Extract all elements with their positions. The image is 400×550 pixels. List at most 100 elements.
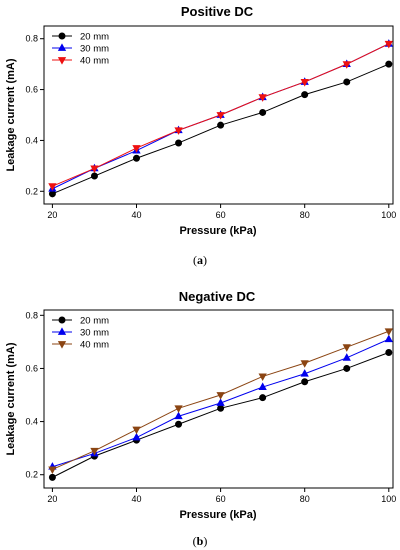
caption-close: ) — [203, 534, 207, 548]
data-point — [343, 78, 351, 86]
data-point — [384, 40, 393, 49]
x-axis-label: Pressure (kPa) — [179, 509, 256, 521]
data-point — [174, 127, 183, 135]
series — [48, 328, 393, 475]
caption-open: ( — [193, 534, 197, 548]
data-point — [217, 404, 225, 412]
y-tick-label: 0.4 — [25, 135, 38, 145]
series — [48, 334, 393, 470]
axis-ticks: 20 40 60 80 100 0.2 0.4 0.6 0.8 — [25, 34, 396, 220]
chart-negative-dc: Negative DC 20 40 60 80 100 0.2 0.4 0.6 0.8 20 m… — [5, 289, 396, 548]
x-tick-label: 40 — [131, 494, 141, 504]
x-tick-label: 60 — [216, 210, 226, 220]
data-point — [301, 91, 309, 99]
data-point — [216, 398, 225, 406]
chart-positive-dc: Positive DC 20 40 60 80 100 0.2 0.4 0.6 0.8 20 m… — [5, 4, 396, 267]
y-tick-label: 0.2 — [25, 470, 38, 480]
data-point — [132, 426, 141, 435]
data-point — [342, 353, 351, 361]
panel-caption: (b) — [193, 534, 208, 548]
series-group — [48, 328, 393, 481]
legend-label: 40 mm — [80, 340, 109, 351]
legend-item: 30 mm — [52, 43, 109, 55]
x-axis-label: Pressure (kPa) — [179, 225, 256, 237]
data-point — [48, 190, 56, 198]
data-point — [57, 327, 67, 335]
data-point — [258, 373, 267, 382]
data-point — [259, 394, 267, 402]
caption-open: ( — [193, 253, 197, 267]
y-tick-label: 0.8 — [25, 34, 38, 44]
x-tick-label: 20 — [47, 210, 57, 220]
data-point — [57, 43, 67, 51]
data-point — [133, 154, 141, 162]
data-point — [216, 112, 225, 120]
x-tick-label: 80 — [300, 210, 310, 220]
x-tick-label: 40 — [131, 210, 141, 220]
x-tick-label: 20 — [47, 494, 57, 504]
data-point — [58, 32, 66, 40]
legend-label: 30 mm — [80, 44, 109, 55]
series — [48, 349, 393, 481]
legend-label: 20 mm — [80, 316, 109, 327]
caption-close: ) — [203, 253, 207, 267]
legend-label: 20 mm — [80, 32, 109, 43]
data-point — [259, 108, 267, 116]
data-point — [48, 473, 56, 481]
plot-frame — [43, 25, 394, 205]
data-point — [132, 432, 141, 441]
data-point — [175, 420, 183, 428]
data-point — [342, 344, 351, 352]
data-point — [385, 60, 393, 68]
legend-item: 30 mm — [52, 327, 109, 339]
data-point — [300, 79, 309, 87]
series-line — [52, 352, 389, 478]
legend-item: 20 mm — [52, 32, 109, 43]
legend-item: 20 mm — [52, 316, 109, 327]
y-tick-label: 0.2 — [25, 186, 38, 196]
data-point — [132, 145, 141, 153]
data-point — [48, 466, 57, 475]
legend-label: 30 mm — [80, 328, 109, 339]
data-point — [58, 316, 66, 324]
legend-item: 40 mm — [52, 340, 109, 351]
data-point — [90, 447, 99, 456]
series — [48, 40, 393, 191]
data-point — [216, 392, 225, 400]
y-tick-label: 0.4 — [25, 417, 38, 427]
data-point — [301, 378, 309, 386]
data-point — [300, 369, 309, 377]
series-group — [48, 39, 393, 198]
data-point — [300, 360, 309, 368]
x-tick-label: 80 — [300, 494, 310, 504]
data-point — [385, 349, 393, 357]
y-tick-label: 0.6 — [25, 363, 38, 373]
data-point — [90, 165, 99, 174]
data-point — [57, 341, 67, 349]
y-axis-label: Leakage current (mA) — [5, 58, 17, 171]
y-tick-label: 0.8 — [25, 310, 38, 320]
panel-caption: (a) — [193, 253, 207, 267]
data-point — [175, 139, 183, 147]
series-line — [52, 63, 389, 195]
data-point — [174, 411, 183, 420]
x-tick-label: 100 — [381, 494, 396, 504]
data-point — [217, 121, 225, 129]
series — [48, 60, 393, 198]
data-point — [90, 172, 98, 180]
y-axis-label: Leakage current (mA) — [5, 342, 17, 455]
x-tick-label: 60 — [216, 494, 226, 504]
data-point — [343, 364, 351, 372]
chart-title: Negative DC — [179, 289, 256, 304]
data-point — [258, 382, 267, 390]
legend-item: 40 mm — [52, 56, 109, 67]
data-point — [57, 57, 67, 65]
caption-letter: a — [197, 253, 203, 267]
data-point — [342, 61, 351, 69]
legend-label: 40 mm — [80, 56, 109, 67]
data-point — [384, 334, 393, 343]
axis-ticks: 20 40 60 80 100 0.2 0.4 0.6 0.8 — [25, 310, 396, 504]
